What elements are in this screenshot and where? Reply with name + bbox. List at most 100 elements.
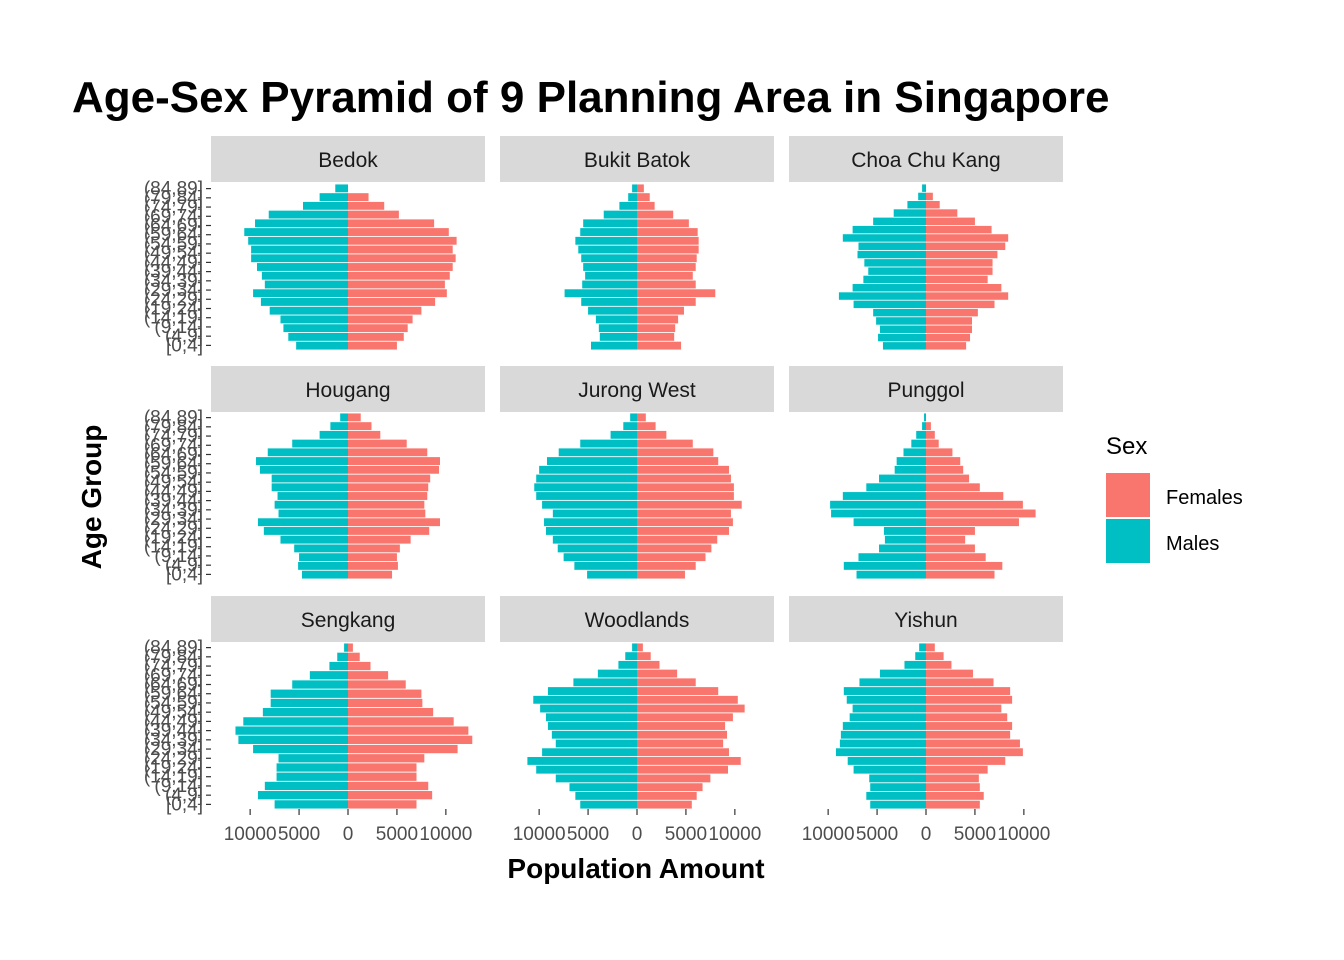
bar-male xyxy=(329,661,348,671)
bar-female xyxy=(926,275,988,284)
bar-male xyxy=(244,228,348,236)
bar-female xyxy=(926,209,958,217)
y-tick-label: [0,4] xyxy=(166,564,203,585)
bar-male xyxy=(630,413,637,422)
bar-male xyxy=(542,500,637,509)
bar-female xyxy=(637,306,684,315)
panel-strip xyxy=(789,136,1063,182)
bar-female xyxy=(926,660,952,669)
x-tick-label: 10000 xyxy=(997,824,1050,845)
legend: Sex Females Males xyxy=(1106,433,1243,563)
bar-female xyxy=(637,652,651,661)
bar-female xyxy=(637,765,729,774)
bar-female xyxy=(637,263,696,271)
bar-male xyxy=(595,315,637,324)
bar-male xyxy=(319,193,348,202)
bar-female xyxy=(637,739,724,748)
bar-female xyxy=(348,413,361,422)
bar-male xyxy=(632,643,637,652)
bar-male xyxy=(256,263,348,271)
bar-female xyxy=(348,791,433,800)
panel-strip-label: Yishun xyxy=(894,609,957,632)
bar-female xyxy=(926,730,1011,739)
y-tick-label: (34,39] xyxy=(144,730,203,751)
bar-male xyxy=(261,271,348,280)
bar-male xyxy=(555,739,637,748)
bar-female xyxy=(926,317,972,325)
x-tick-label: 5000 xyxy=(954,824,996,845)
bar-male xyxy=(274,500,348,509)
bar-male xyxy=(857,250,926,259)
bar-female xyxy=(637,791,697,800)
bar-female xyxy=(926,457,961,465)
bar-female xyxy=(926,234,1009,242)
bar-female xyxy=(926,652,944,661)
bar-female xyxy=(637,730,728,739)
bar-male xyxy=(547,687,637,695)
y-tick-label: (54,59] xyxy=(144,693,203,714)
bar-female xyxy=(348,306,422,315)
bar-male xyxy=(870,783,926,792)
y-tick-label: (79,84] xyxy=(144,647,203,668)
bar-male xyxy=(896,457,926,465)
bar-female xyxy=(348,236,457,245)
bar-female xyxy=(637,430,667,439)
bar-male xyxy=(585,271,637,280)
bar-male xyxy=(870,800,926,809)
bar-female xyxy=(926,757,1006,765)
bar-female xyxy=(926,267,993,275)
y-tick-label: (69,74] xyxy=(144,435,203,456)
bar-male xyxy=(298,561,348,570)
bar-female xyxy=(637,527,729,535)
bar-male xyxy=(283,324,348,333)
bar-male xyxy=(262,708,348,717)
bar-male xyxy=(257,791,348,800)
bar-male xyxy=(894,465,926,474)
bar-male xyxy=(235,726,348,735)
bar-male xyxy=(292,439,348,448)
bar-female xyxy=(637,210,674,219)
bar-male xyxy=(623,422,637,431)
bar-male xyxy=(907,201,926,209)
bar-male xyxy=(257,518,348,527)
bar-male xyxy=(868,267,926,275)
bar-male xyxy=(319,430,348,439)
bar-female xyxy=(348,671,389,680)
bar-male xyxy=(904,660,926,669)
bar-female xyxy=(926,430,935,439)
bar-female xyxy=(926,333,971,342)
bar-female xyxy=(348,643,353,652)
bar-female xyxy=(637,324,676,333)
bar-female xyxy=(637,184,644,193)
bar-female xyxy=(637,509,731,518)
bar-female xyxy=(637,535,718,544)
x-tick-label: 10000 xyxy=(224,824,277,845)
bar-female xyxy=(637,280,696,289)
bar-male xyxy=(552,509,637,518)
bar-female xyxy=(348,201,385,210)
x-tick-label: 5000 xyxy=(278,824,320,845)
bar-female xyxy=(637,713,733,722)
bar-male xyxy=(259,465,348,474)
bar-male xyxy=(879,474,926,483)
bar-female xyxy=(348,341,397,350)
bar-male xyxy=(547,722,637,730)
bar-male xyxy=(839,739,926,748)
bar-male xyxy=(255,219,348,228)
bar-male xyxy=(278,509,348,518)
bar-male xyxy=(903,448,926,457)
bar-male xyxy=(603,210,637,219)
bar-female xyxy=(637,193,650,202)
y-tick-label: (49,54] xyxy=(144,702,203,723)
bar-male xyxy=(919,643,926,652)
bar-male xyxy=(575,236,637,245)
bar-male xyxy=(852,704,926,713)
bar-male xyxy=(270,698,348,708)
bar-male xyxy=(545,713,637,722)
bar-female xyxy=(637,544,712,553)
bar-female xyxy=(926,800,980,809)
y-tick-label: (14,19] xyxy=(144,767,203,788)
bar-male xyxy=(555,774,637,783)
bar-male xyxy=(852,225,926,234)
